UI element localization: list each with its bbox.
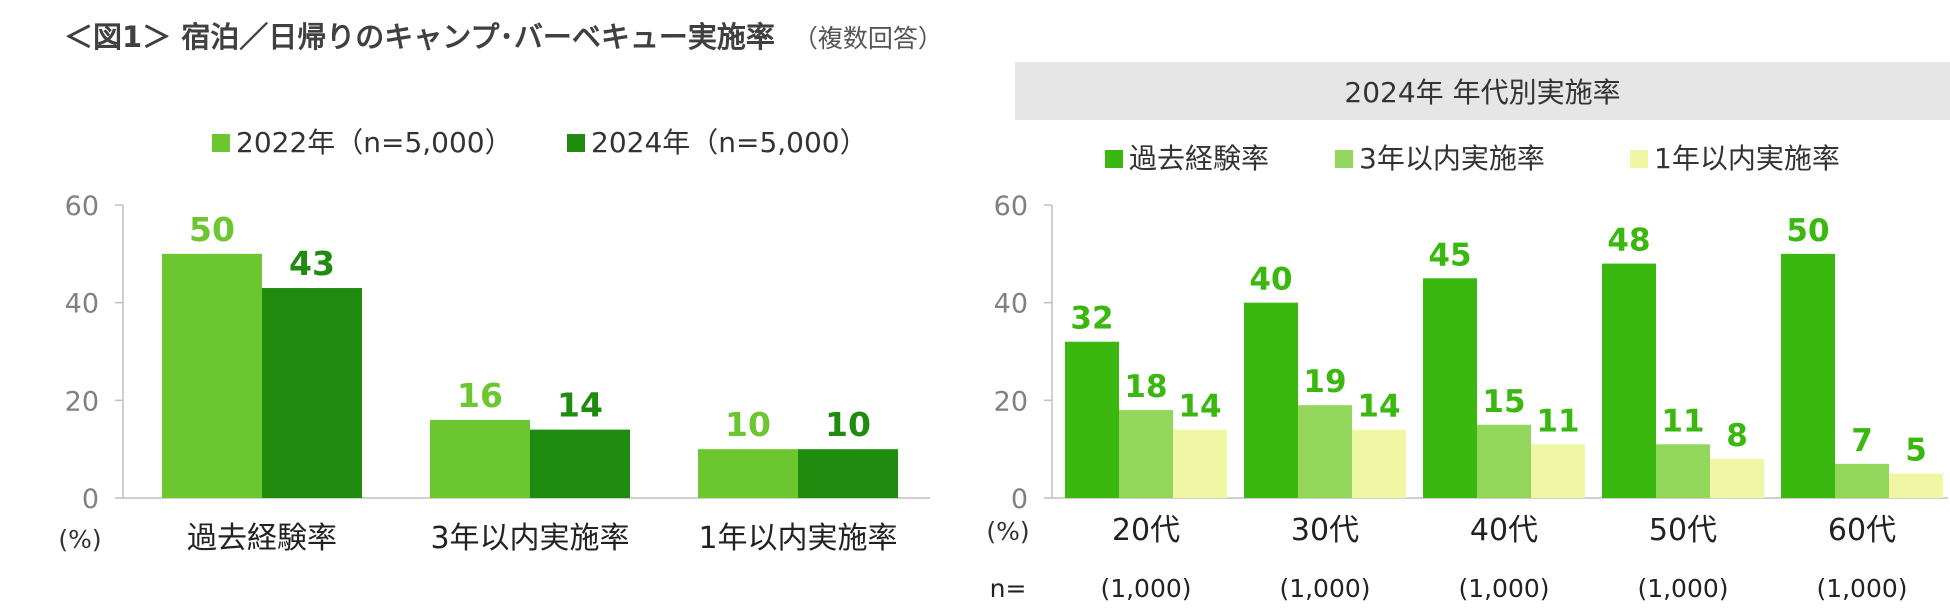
chart-title: ＜図1＞ 宿泊／日帰りのキャンプ･バーベキュー実施率 （複数回答） [64, 14, 943, 56]
bar [262, 288, 362, 498]
bar [530, 429, 630, 498]
legend-swatch [567, 134, 585, 152]
bar [1531, 444, 1585, 498]
data-label: 10 [825, 405, 871, 444]
legend-label: 2024年（n=5,000） [591, 126, 868, 159]
y-tick-label: 60 [65, 191, 99, 222]
data-label: 14 [557, 386, 603, 425]
bar [1173, 429, 1227, 498]
data-label: 10 [725, 405, 771, 444]
bar [698, 449, 798, 498]
data-label: 5 [1905, 433, 1927, 469]
bar [1352, 429, 1406, 498]
legend-swatch [212, 134, 230, 152]
bar [1423, 278, 1477, 498]
data-label: 48 [1607, 223, 1650, 259]
n-label: n= [990, 574, 1027, 603]
legend-label: 3年以内実施率 [1359, 142, 1545, 175]
category-label: 過去経験率 [187, 521, 337, 556]
data-label: 40 [1249, 262, 1292, 298]
data-label: 18 [1124, 369, 1167, 405]
category-label: 40代 [1470, 513, 1538, 548]
bar [1835, 463, 1889, 498]
data-label: 15 [1482, 384, 1525, 420]
legend-label: 過去経験率 [1129, 142, 1269, 175]
bar [1656, 444, 1710, 498]
data-label: 43 [289, 244, 335, 283]
bar [1889, 473, 1943, 498]
bar [1781, 253, 1835, 498]
y-tick-label: 20 [65, 386, 99, 417]
bar [430, 419, 530, 498]
n-value: (1,000) [1458, 574, 1549, 603]
y-tick-label: 0 [82, 484, 99, 515]
y-tick-label: 40 [65, 289, 99, 320]
bar [162, 253, 262, 498]
data-label: 32 [1070, 301, 1113, 337]
n-value: (1,000) [1279, 574, 1370, 603]
y-tick-label: 60 [994, 191, 1028, 222]
unit-label: (%) [986, 517, 1029, 546]
category-label: 50代 [1649, 513, 1717, 548]
legend-swatch [1335, 150, 1353, 168]
data-label: 7 [1851, 423, 1873, 459]
bar [1244, 302, 1298, 498]
right-chart-header: 2024年 年代別実施率 [1015, 62, 1950, 120]
category-label: 1年以内実施率 [698, 521, 897, 556]
legend-label: 1年以内実施率 [1654, 142, 1840, 175]
bar [1477, 424, 1531, 498]
legend-swatch [1630, 150, 1648, 168]
n-value: (1,000) [1816, 574, 1907, 603]
data-label: 45 [1428, 237, 1471, 273]
bar [1119, 410, 1173, 498]
data-label: 11 [1536, 403, 1579, 439]
data-label: 19 [1303, 364, 1346, 400]
bar [1298, 405, 1352, 498]
y-tick-label: 20 [994, 386, 1028, 417]
legend-label: 2022年（n=5,000） [236, 126, 513, 159]
y-tick-label: 0 [1011, 484, 1028, 515]
n-value: (1,000) [1637, 574, 1728, 603]
data-label: 50 [189, 210, 235, 249]
unit-label: (%) [58, 525, 101, 554]
category-label: 60代 [1828, 513, 1896, 548]
category-label: 3年以内実施率 [430, 521, 629, 556]
category-label: 20代 [1112, 513, 1180, 548]
data-label: 50 [1786, 213, 1829, 249]
data-label: 16 [457, 376, 503, 415]
bar [1065, 341, 1119, 498]
category-label: 30代 [1291, 513, 1359, 548]
bar [1602, 263, 1656, 498]
data-label: 8 [1726, 418, 1748, 454]
data-label: 14 [1178, 389, 1221, 425]
n-value: (1,000) [1100, 574, 1191, 603]
bar [798, 449, 898, 498]
data-label: 14 [1357, 389, 1400, 425]
bar [1710, 458, 1764, 498]
title-note: （複数回答） [792, 24, 943, 53]
title-text: ＜図1＞ 宿泊／日帰りのキャンプ･バーベキュー実施率 [64, 20, 775, 54]
y-tick-label: 40 [994, 289, 1028, 320]
data-label: 11 [1661, 403, 1704, 439]
legend-swatch [1105, 150, 1123, 168]
